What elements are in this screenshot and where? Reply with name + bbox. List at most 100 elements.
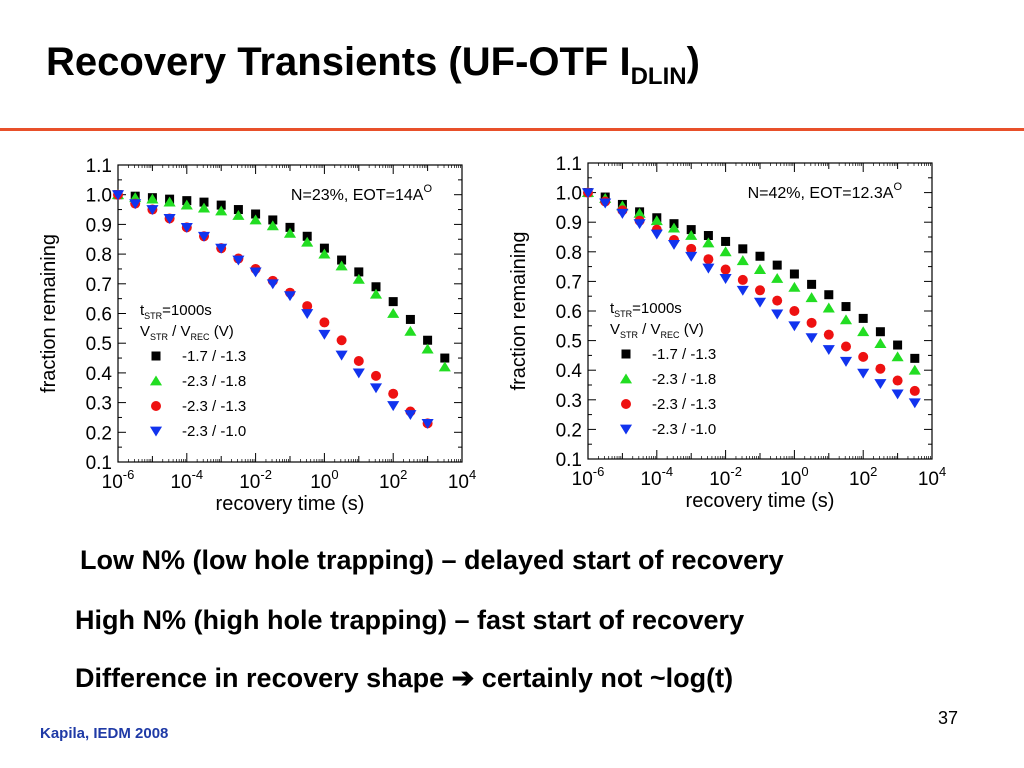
legend-label: -2.3 / -1.8 bbox=[652, 371, 716, 388]
data-point bbox=[755, 285, 765, 296]
data-point bbox=[319, 243, 329, 253]
bullet-low-n: Low N% (low hole trapping) – delayed sta… bbox=[80, 545, 784, 575]
chart-annotation: N=42%, EOT=12.3AO bbox=[748, 181, 903, 202]
legend-label: -2.3 / -1.0 bbox=[182, 423, 246, 440]
title-end: ) bbox=[686, 40, 700, 84]
data-point bbox=[215, 205, 228, 216]
data-point bbox=[163, 214, 176, 224]
data-point bbox=[352, 273, 365, 284]
y-tick-label: 0.1 bbox=[86, 453, 112, 474]
data-point bbox=[146, 193, 159, 204]
y-tick-label: 0.6 bbox=[86, 305, 112, 326]
data-point bbox=[216, 200, 226, 210]
data-point bbox=[388, 388, 399, 399]
data-point bbox=[891, 351, 904, 362]
y-axis-label: fraction remaining bbox=[38, 234, 60, 393]
legend-marker bbox=[621, 349, 631, 359]
page-number: 37 bbox=[937, 708, 958, 728]
data-point bbox=[736, 285, 749, 296]
series-circle bbox=[583, 187, 920, 396]
data-point bbox=[266, 220, 279, 231]
data-point bbox=[268, 215, 278, 225]
data-point bbox=[650, 229, 663, 240]
legend: tSTR=1000s VSTR / VREC (V) -1.7 / -1.3 -2.3… bbox=[140, 302, 246, 440]
data-point bbox=[421, 418, 434, 429]
data-point bbox=[581, 188, 595, 199]
data-point bbox=[772, 295, 783, 306]
data-point bbox=[388, 297, 398, 307]
legend-title-voltage: VSTR / VREC (V) bbox=[140, 323, 234, 342]
data-point bbox=[753, 297, 767, 308]
citation: Kapila, IEDM 2008 bbox=[40, 725, 169, 742]
x-axis-label: recovery time (s) bbox=[686, 490, 835, 512]
data-point bbox=[737, 274, 748, 285]
x-axis-label: recovery time (s) bbox=[216, 493, 365, 515]
data-point bbox=[318, 329, 331, 340]
y-tick-label: 0.4 bbox=[556, 361, 583, 382]
data-point bbox=[336, 335, 347, 346]
legend-title-time: tSTR=1000s bbox=[610, 300, 682, 319]
legend-title-voltage: VSTR / VREC (V) bbox=[610, 321, 704, 340]
data-point bbox=[404, 325, 417, 336]
x-axis: 10-6 10-4 10-2 100 102 104 bbox=[572, 163, 946, 490]
legend-marker bbox=[151, 401, 161, 411]
data-point bbox=[702, 237, 715, 248]
y-tick-label: 0.3 bbox=[86, 394, 112, 415]
data-point bbox=[738, 244, 748, 254]
data-point bbox=[387, 308, 400, 318]
data-point bbox=[667, 222, 681, 233]
legend-label: -2.3 / -1.8 bbox=[182, 373, 246, 390]
data-point bbox=[771, 272, 784, 283]
data-point bbox=[908, 398, 921, 409]
data-point bbox=[910, 353, 920, 363]
data-point bbox=[875, 327, 885, 337]
legend-marker bbox=[149, 426, 163, 437]
y-axis: 1.1 1.0 0.9 0.8 0.7 0.6 0.5 0.4 0.3 0.2 0.1 bbox=[556, 154, 932, 471]
data-point bbox=[423, 335, 433, 345]
y-tick-label: 0.7 bbox=[86, 275, 112, 296]
data-point bbox=[215, 243, 228, 254]
y-tick-label: 1.0 bbox=[556, 184, 582, 205]
data-point bbox=[858, 351, 869, 362]
chart-left: 1.11.00.90.80.70.60.50.40.30.20.110-6 10-… bbox=[38, 156, 476, 515]
data-point bbox=[805, 333, 818, 344]
data-point bbox=[891, 389, 904, 400]
x-axis: 10-6 10-4 10-2 100 102 104 bbox=[102, 165, 476, 493]
x-tick-label: 100 bbox=[780, 464, 808, 490]
data-point bbox=[789, 269, 799, 279]
data-point bbox=[720, 264, 731, 275]
y-axis: 1.1 1.0 0.9 0.8 0.7 0.6 0.5 0.4 0.3 0.2 0.1 bbox=[86, 156, 462, 474]
data-point bbox=[301, 236, 314, 247]
data-point bbox=[908, 364, 921, 375]
data-point bbox=[892, 375, 903, 386]
y-tick-label: 0.8 bbox=[556, 243, 582, 264]
data-point bbox=[755, 251, 765, 261]
data-point bbox=[232, 255, 245, 266]
data-point bbox=[822, 345, 835, 355]
data-point bbox=[180, 199, 193, 210]
data-point bbox=[824, 290, 834, 300]
data-point bbox=[283, 291, 297, 302]
y-tick-label: 0.6 bbox=[556, 302, 582, 323]
data-point bbox=[874, 338, 887, 348]
data-point bbox=[667, 240, 681, 250]
data-point bbox=[249, 214, 262, 225]
data-point bbox=[369, 383, 383, 394]
data-point bbox=[686, 243, 697, 254]
chart-annotation: N=23%, EOT=14AO bbox=[291, 183, 433, 204]
legend: tSTR=1000s VSTR / VREC (V) -1.7 / -1.3 -2.3… bbox=[610, 300, 716, 438]
y-tick-label: 1.1 bbox=[86, 156, 112, 177]
x-tick-label: 10-2 bbox=[239, 467, 272, 493]
data-point bbox=[841, 341, 851, 352]
data-point bbox=[822, 302, 835, 313]
data-point bbox=[352, 368, 365, 379]
legend-title-time: tSTR=1000s bbox=[140, 302, 212, 321]
data-point bbox=[438, 361, 451, 372]
data-point bbox=[857, 326, 870, 337]
bullet-recovery-shape: Difference in recovery shape ➔ certainly… bbox=[75, 663, 733, 694]
data-point bbox=[283, 227, 297, 238]
data-point bbox=[197, 231, 211, 242]
y-tick-label: 0.1 bbox=[556, 450, 582, 471]
data-point bbox=[633, 219, 646, 230]
data-point bbox=[302, 231, 312, 241]
